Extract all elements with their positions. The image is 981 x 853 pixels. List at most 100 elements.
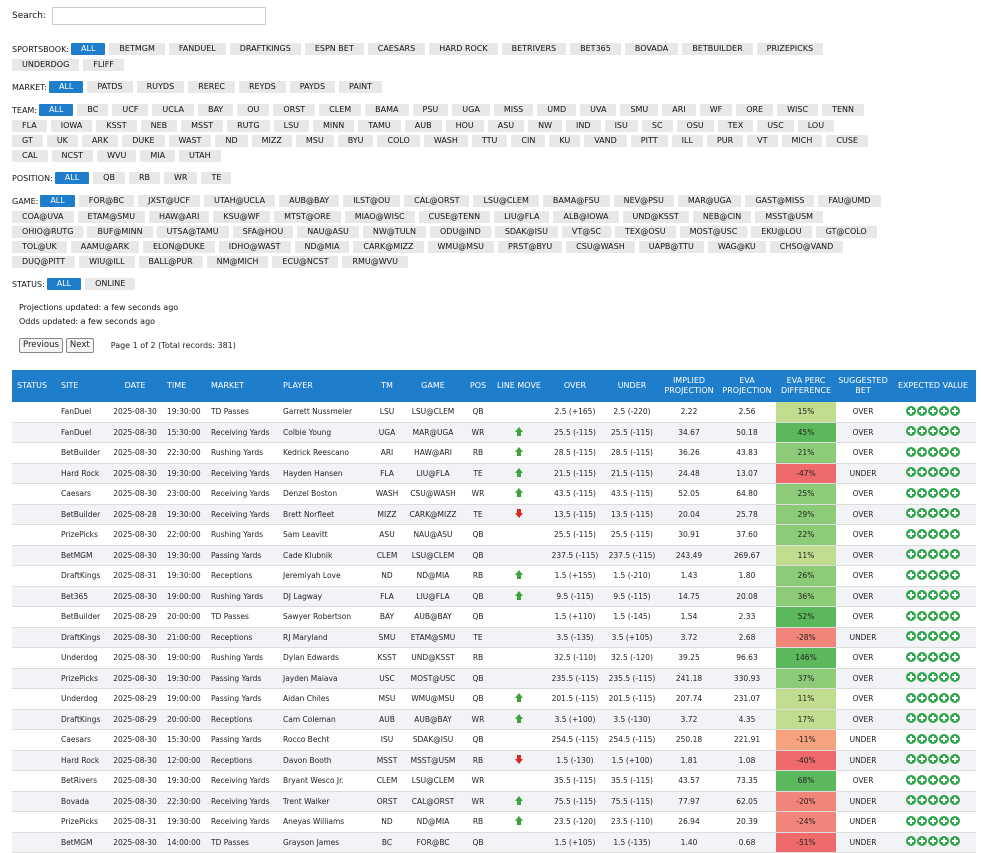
game-chip-tex-osu[interactable]: TEX@OSU <box>614 226 676 238</box>
table-row[interactable]: FanDuel 2025-08-30 19:30:00 TD Passes Garret… <box>12 402 976 423</box>
table-row[interactable]: PrizePicks 2025-08-31 19:30:00 Receiving Ya… <box>12 811 976 833</box>
team-chip-ind[interactable]: IND <box>566 120 601 132</box>
team-chip-vand[interactable]: VAND <box>584 135 627 147</box>
game-chip-buf-minn[interactable]: BUF@MINN <box>87 226 153 238</box>
column-header-player[interactable]: PLAYER <box>278 370 372 402</box>
sportsbook-chip-prizepicks[interactable]: PRIZEPICKS <box>756 43 824 55</box>
sportsbook-chip-fanduel[interactable]: FANDUEL <box>168 43 226 55</box>
game-chip-prst-byu[interactable]: PRST@BYU <box>498 241 563 253</box>
sportsbook-chip-betbuilder[interactable]: BETBUILDER <box>682 43 753 55</box>
column-header-game[interactable]: GAME <box>402 370 464 402</box>
game-chip-eku-lou[interactable]: EKU@LOU <box>751 226 812 238</box>
game-chip-ksu-wf[interactable]: KSU@WF <box>213 211 271 223</box>
team-chip-all[interactable]: ALL <box>39 104 74 116</box>
game-chip-aamu-ark[interactable]: AAMU@ARK <box>70 241 139 253</box>
team-chip-neb[interactable]: NEB <box>140 120 178 132</box>
sportsbook-chip-bet365[interactable]: BET365 <box>570 43 621 55</box>
team-chip-pitt[interactable]: PITT <box>630 135 668 147</box>
game-chip-aub-bay[interactable]: AUB@BAY <box>279 195 340 207</box>
column-header-implied-projection[interactable]: IMPLIED PROJECTION <box>660 370 718 402</box>
game-chip-sfa-hou[interactable]: SFA@HOU <box>232 226 294 238</box>
sportsbook-chip-hard-rock[interactable]: HARD ROCK <box>429 43 498 55</box>
team-chip-tex[interactable]: TEX <box>717 120 754 132</box>
position-chip-te[interactable]: TE <box>201 172 232 184</box>
game-chip-uapb-ttu[interactable]: UAPB@TTU <box>638 241 704 253</box>
team-chip-wast[interactable]: WAST <box>168 135 212 147</box>
sportsbook-chip-bovada[interactable]: BOVADA <box>624 43 679 55</box>
table-row[interactable]: BetBuilder 2025-08-29 20:00:00 TD Passes Saw… <box>12 606 976 628</box>
game-chip-cuse-tenn[interactable]: CUSE@TENN <box>418 211 491 223</box>
game-chip-jxst-ucf[interactable]: JXST@UCF <box>138 195 200 207</box>
position-chip-rb[interactable]: RB <box>128 172 161 184</box>
game-chip-cark-mizz[interactable]: CARK@MIZZ <box>353 241 424 253</box>
team-chip-byu[interactable]: BYU <box>337 135 374 147</box>
game-chip-idho-wast[interactable]: IDHO@WAST <box>218 241 291 253</box>
team-chip-uva[interactable]: UVA <box>580 104 617 116</box>
game-chip-alb-iowa[interactable]: ALB@IOWA <box>553 211 619 223</box>
column-header-pos[interactable]: POS <box>464 370 492 402</box>
team-chip-clem[interactable]: CLEM <box>319 104 362 116</box>
game-chip-lsu-clem[interactable]: LSU@CLEM <box>473 195 539 207</box>
game-chip-utsa-tamu[interactable]: UTSA@TAMU <box>156 226 229 238</box>
game-chip-ohio-rutg[interactable]: OHIO@RUTG <box>12 226 84 238</box>
game-chip-ecu-ncst[interactable]: ECU@NCST <box>272 256 339 268</box>
team-chip-umd[interactable]: UMD <box>537 104 577 116</box>
previous-button[interactable]: Previous <box>19 338 63 353</box>
table-row[interactable]: DraftKings 2025-08-29 20:00:00 Receptions Ca… <box>12 709 976 730</box>
market-chip-payds[interactable]: PAYDS <box>289 81 336 93</box>
team-chip-ksst[interactable]: KSST <box>96 120 137 132</box>
team-chip-isu[interactable]: ISU <box>604 120 638 132</box>
game-chip-gt-colo[interactable]: GT@COLO <box>815 226 877 238</box>
status-chip-online[interactable]: ONLINE <box>85 278 136 290</box>
game-chip-all[interactable]: ALL <box>40 195 75 207</box>
game-chip-msst-usm[interactable]: MSST@USM <box>755 211 824 223</box>
table-row[interactable]: BetBuilder 2025-08-30 22:30:00 Rushing Yard… <box>12 442 976 464</box>
team-chip-mizz[interactable]: MIZZ <box>251 135 292 147</box>
game-chip-for-bc[interactable]: FOR@BC <box>78 195 135 207</box>
game-chip-nev-psu[interactable]: NEV@PSU <box>613 195 674 207</box>
team-chip-lsu[interactable]: LSU <box>273 120 309 132</box>
team-chip-miss[interactable]: MISS <box>493 104 534 116</box>
team-chip-msst[interactable]: MSST <box>181 120 224 132</box>
game-chip-mtst-ore[interactable]: MTST@ORE <box>274 211 341 223</box>
position-chip-all[interactable]: ALL <box>54 172 90 184</box>
team-chip-wisc[interactable]: WISC <box>777 104 819 116</box>
team-chip-ore[interactable]: ORE <box>736 104 774 116</box>
column-header-expected-value[interactable]: EXPECTED VALUE <box>890 370 976 402</box>
game-chip-csu-wash[interactable]: CSU@WASH <box>566 241 635 253</box>
market-chip-patds[interactable]: PATDS <box>87 81 133 93</box>
table-row[interactable]: PrizePicks 2025-08-30 22:00:00 Rushing Yard… <box>12 524 976 546</box>
sportsbook-chip-betrivers[interactable]: BETRIVERS <box>501 43 567 55</box>
market-chip-all[interactable]: ALL <box>48 81 84 93</box>
team-chip-duke[interactable]: DUKE <box>122 135 165 147</box>
market-chip-reyds[interactable]: REYDS <box>238 81 286 93</box>
market-chip-rerec[interactable]: REREC <box>188 81 235 93</box>
team-chip-cuse[interactable]: CUSE <box>826 135 868 147</box>
team-chip-lou[interactable]: LOU <box>797 120 835 132</box>
team-chip-mia[interactable]: MIA <box>140 150 176 162</box>
table-row[interactable]: Bovada 2025-08-30 22:30:00 Receiving Yards T… <box>12 791 976 812</box>
team-chip-ark[interactable]: ARK <box>81 135 119 147</box>
game-chip-coa-uva[interactable]: COA@UVA <box>12 211 74 223</box>
team-chip-cin[interactable]: CIN <box>511 135 546 147</box>
team-chip-ou[interactable]: OU <box>237 104 270 116</box>
game-chip-nd-mia[interactable]: ND@MIA <box>294 241 350 253</box>
team-chip-ku[interactable]: KU <box>549 135 581 147</box>
team-chip-wash[interactable]: WASH <box>423 135 468 147</box>
game-chip-miao-wisc[interactable]: MIAO@WISC <box>344 211 415 223</box>
team-chip-minn[interactable]: MINN <box>313 120 355 132</box>
next-button[interactable]: Next <box>65 338 94 353</box>
column-header-suggested-bet[interactable]: SUGGESTED BET <box>836 370 890 402</box>
team-chip-uga[interactable]: UGA <box>452 104 490 116</box>
team-chip-nw[interactable]: NW <box>528 120 563 132</box>
team-chip-bc[interactable]: BC <box>77 104 109 116</box>
column-header-over[interactable]: OVER <box>546 370 604 402</box>
column-header-date[interactable]: DATE <box>108 370 162 402</box>
sportsbook-chip-betmgm[interactable]: BETMGM <box>109 43 165 55</box>
position-chip-qb[interactable]: QB <box>93 172 125 184</box>
team-chip-fla[interactable]: FLA <box>12 120 47 132</box>
column-header-line-move[interactable]: LINE MOVE <box>492 370 546 402</box>
game-chip-fau-umd[interactable]: FAU@UMD <box>818 195 881 207</box>
table-row[interactable]: Underdog 2025-08-30 19:00:00 Rushing Yards D… <box>12 647 976 669</box>
team-chip-mich[interactable]: MICH <box>781 135 823 147</box>
